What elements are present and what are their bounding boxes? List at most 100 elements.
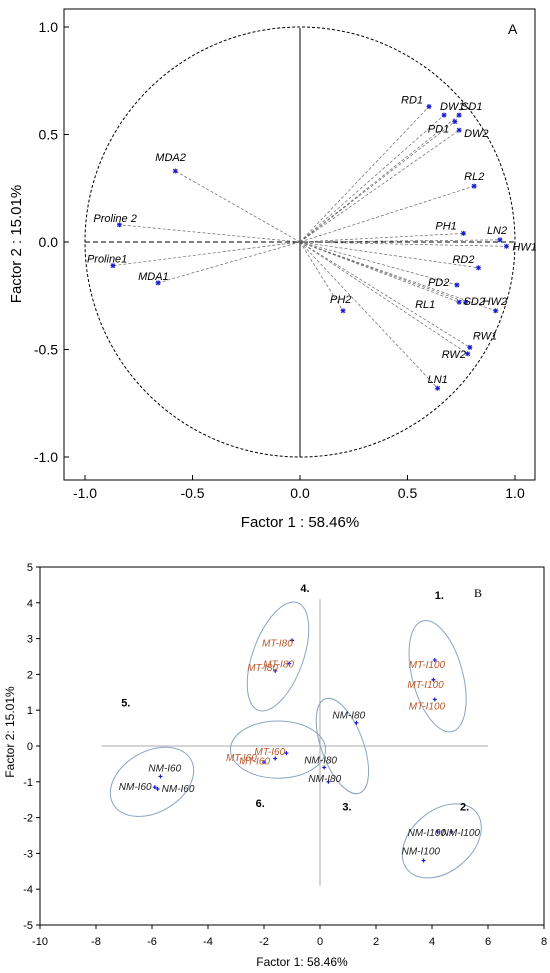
vector-mda2 — [175, 170, 301, 243]
score-point-nm-i100-13 — [449, 829, 454, 834]
unit-circle — [84, 26, 516, 458]
x-tick-label-1-0: -1.0 — [73, 485, 97, 501]
score-point-mt-i80-3 — [290, 638, 294, 643]
y-tick-label-1-0: 1.0 — [39, 19, 59, 35]
label-ph2: PH2 — [330, 294, 351, 306]
score-point-mt-i80-4 — [287, 661, 292, 666]
vector-ph1 — [299, 233, 464, 243]
label-rl1: RL1 — [415, 299, 435, 311]
group-ellipse-6 — [229, 720, 327, 779]
vector-dw1 — [299, 114, 445, 243]
score-point-mt-i80-5 — [273, 668, 278, 673]
score-point-nm-i60-17 — [155, 786, 160, 791]
score-label-mt-i100-1: MT-I100 — [407, 680, 444, 691]
group-ellipses — [109, 601, 482, 879]
vector-proline-2 — [119, 224, 301, 243]
vector-rl1 — [299, 241, 460, 303]
panel-label-b: B — [474, 586, 482, 600]
b-x-tick-label-8: 6 — [485, 936, 491, 948]
score-label-mt-i80-4: MT-I80 — [263, 660, 294, 671]
group-label-2: 2. — [460, 801, 469, 813]
vector-rd1 — [299, 106, 430, 243]
group-label-3: 3. — [342, 801, 351, 813]
b-x-tick-label-1: -8 — [91, 936, 101, 948]
label-rd2: RD2 — [452, 254, 474, 266]
score-label-mt-i60-7: MT-I60 — [239, 757, 270, 768]
vector-dw2 — [299, 129, 460, 243]
point-hw2 — [493, 308, 499, 314]
b-y-tick-label-9: -4 — [23, 884, 33, 896]
score-point-nm-i80-10 — [322, 765, 327, 770]
b-y-tick-label-8: -3 — [23, 848, 33, 860]
score-point-mt-i100-0 — [432, 658, 437, 663]
score-label-nm-i60-15: NM-I60 — [148, 763, 181, 774]
label-hw1: HW1 — [512, 241, 536, 253]
score-point-nm-i100-14 — [421, 858, 426, 863]
group-label-6: 6. — [256, 798, 265, 810]
point-rd2 — [475, 265, 481, 271]
b-x-tick-label-7: 4 — [429, 936, 435, 948]
point-rd1 — [426, 104, 432, 110]
label-hw2: HW2 — [483, 296, 507, 308]
point-hw1 — [503, 243, 509, 249]
b-y-tick-label-1: 4 — [27, 598, 33, 610]
group-ellipse-4 — [246, 601, 310, 712]
label-rd1: RD1 — [401, 95, 423, 107]
score-points: MT-I100MT-I100MT-I100MT-I80MT-I80MT-I80M… — [119, 638, 481, 863]
y-tick-label-0-5: 0.5 — [39, 127, 59, 143]
vector-mda1 — [158, 241, 301, 284]
point-sd1 — [456, 112, 462, 118]
score-point-mt-i60-8 — [284, 751, 289, 756]
b-y-tick-label-4: 1 — [27, 705, 33, 717]
point-rl2 — [471, 183, 477, 189]
vector-rw2 — [299, 241, 468, 355]
b-y-tick-label-5: 0 — [27, 741, 33, 753]
score-label-nm-i80-9: NM-I80 — [332, 711, 365, 722]
score-point-nm-i60-15 — [158, 774, 163, 779]
point-ph1 — [460, 230, 466, 236]
label-sd1: SD1 — [461, 101, 482, 113]
score-label-mt-i60-8: MT-I60 — [254, 747, 285, 758]
group-ellipse-1 — [408, 619, 467, 733]
vector-pd1 — [299, 121, 456, 243]
b-y-tick-label-7: -2 — [23, 813, 33, 825]
point-proline-2 — [116, 222, 122, 228]
b-y-tick-label-2: 3 — [27, 634, 33, 646]
label-ln2: LN2 — [487, 225, 507, 237]
score-point-nm-i100-12 — [435, 829, 440, 834]
point-mda2 — [172, 168, 178, 174]
label-rw2: RW2 — [442, 349, 466, 361]
label-ln1: LN1 — [428, 374, 448, 386]
score-label-nm-i100-13: NM-I100 — [442, 828, 481, 839]
point-rw2 — [465, 351, 471, 357]
vector-hw2 — [299, 241, 496, 312]
score-label-mt-i100-2: MT-I100 — [409, 701, 446, 712]
score-label-mt-i80-3: MT-I80 — [262, 638, 293, 649]
axes-cross-b — [101, 599, 488, 886]
b-x-tick-label-9: 8 — [541, 936, 547, 948]
vector-ph2 — [299, 241, 344, 311]
group-label-5: 5. — [121, 698, 130, 710]
x-tick-label-1-0: 1.0 — [505, 485, 525, 501]
label-proline1: Proline1 — [87, 254, 127, 266]
point-ln2 — [497, 237, 503, 243]
group-label-1: 1. — [435, 590, 444, 602]
vector-hw1 — [299, 241, 507, 247]
score-label-mt-i100-0: MT-I100 — [409, 660, 446, 671]
b-x-tick-label-0: -10 — [32, 936, 48, 948]
vector-proline1 — [112, 241, 301, 266]
score-label-nm-i80-11: NM-I80 — [308, 774, 341, 785]
point-sd2 — [463, 299, 469, 305]
x-tick-label-0-0: 0.0 — [290, 485, 310, 501]
point-proline1 — [110, 263, 116, 269]
label-proline-2: Proline 2 — [93, 213, 136, 225]
vector-rd2 — [299, 241, 479, 269]
group-ellipse-3 — [315, 697, 370, 795]
score-label-nm-i60-17: NM-I60 — [162, 784, 195, 795]
y-axis-label-a: Factor 2 : 15.01% — [8, 185, 25, 303]
b-y-tick-label-3: 2 — [27, 669, 33, 681]
x-axis-label-a: Factor 1 : 58.46% — [241, 514, 359, 531]
label-rw1: RW1 — [473, 330, 497, 342]
vector-sd2 — [299, 241, 466, 303]
